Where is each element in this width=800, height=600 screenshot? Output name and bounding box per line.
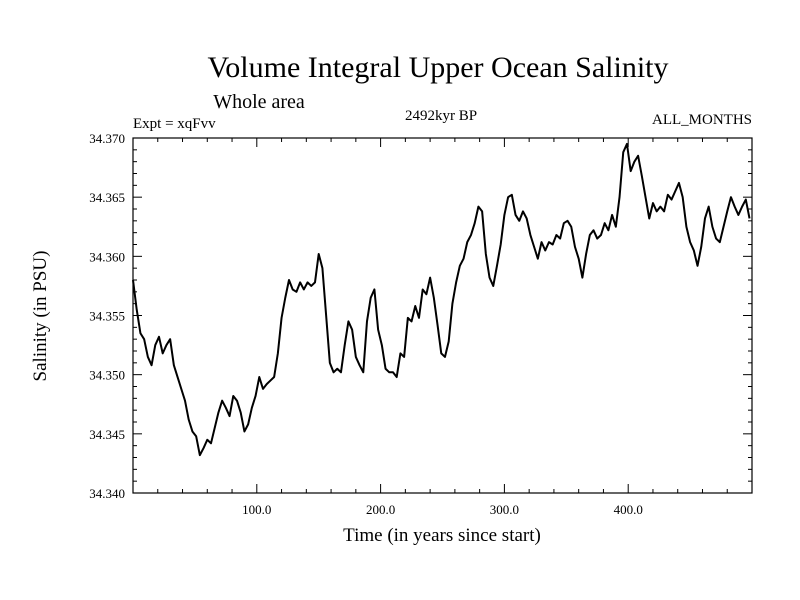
expt-label: Expt = xqFvv [133,116,216,132]
x-tick-label: 100.0 [242,502,271,517]
y-tick-label: 34.340 [89,486,125,501]
x-axis-label: Time (in years since start) [343,525,541,546]
y-axis-label: Salinity (in PSU) [30,251,51,382]
period-label: 2492kyr BP [405,108,477,124]
y-tick-label: 34.345 [89,427,125,442]
y-tick-label: 34.355 [89,309,125,324]
y-axis-ticks: 34.340 34.345 34.350 34.355 34.360 34.365 34.3… [89,131,752,501]
series-line-salinity [132,142,751,457]
x-tick-label: 300.0 [490,502,519,517]
chart-title: Volume Integral Upper Ocean Salinity [208,51,669,84]
x-tick-label: 400.0 [614,502,643,517]
plot-frame [132,137,753,494]
y-tick-label: 34.365 [89,190,125,205]
y-tick-label: 34.360 [89,249,125,264]
y-tick-label: 34.350 [89,368,125,383]
months-label: ALL_MONTHS [652,112,752,128]
x-tick-label: 200.0 [366,502,395,517]
x-axis-ticks: 100.0 200.0 300.0 400.0 [157,138,728,517]
chart-subtitle: Whole area [213,91,305,113]
y-tick-label: 34.370 [89,131,125,146]
